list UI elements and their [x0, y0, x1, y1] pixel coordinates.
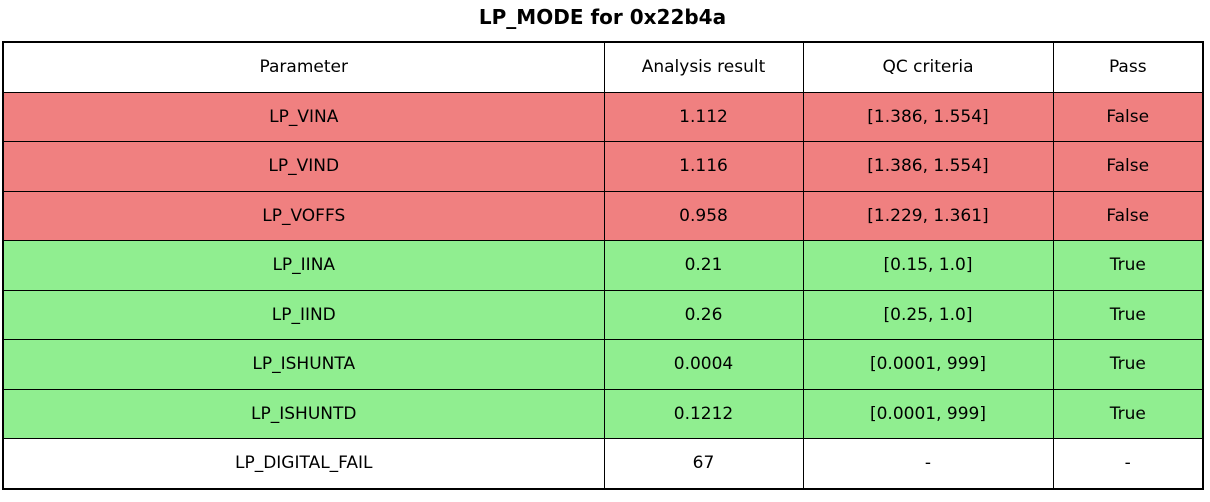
table-cell: 0.1212	[603, 388, 804, 439]
table-cell: [1.229, 1.361]	[802, 190, 1054, 241]
table-cell: LP_IINA	[2, 240, 605, 291]
table-cell: [0.15, 1.0]	[802, 240, 1054, 291]
table-cell: 0.0004	[603, 339, 804, 390]
table-cell: True	[1052, 289, 1204, 340]
table-cell: LP_VOFFS	[2, 190, 605, 241]
table-cell: [0.25, 1.0]	[802, 289, 1054, 340]
table-cell: LP_ISHUNTA	[2, 339, 605, 390]
table-row: LP_IINA 0.21 [0.15, 1.0] True	[2, 240, 1204, 291]
qc-table: Parameter Analysis result QC criteria Pa…	[2, 41, 1204, 490]
table-cell: -	[1052, 438, 1204, 489]
table-cell: [1.386, 1.554]	[802, 91, 1054, 142]
table-row: LP_VINA 1.112 [1.386, 1.554] False	[2, 91, 1204, 142]
chart-title: LP_MODE for 0x22b4a	[478, 5, 727, 29]
table-cell: LP_VINA	[2, 91, 605, 142]
table-cell: LP_IIND	[2, 289, 605, 340]
table-row: LP_ISHUNTD 0.1212 [0.0001, 999] True	[2, 388, 1204, 439]
table-cell: True	[1052, 339, 1204, 390]
table-cell: 1.116	[603, 141, 804, 192]
col-header-qc-criteria: QC criteria	[802, 41, 1054, 93]
table-cell: LP_VIND	[2, 141, 605, 192]
table-cell: [0.0001, 999]	[802, 339, 1054, 390]
table-cell: 0.21	[603, 240, 804, 291]
table-cell: [0.0001, 999]	[802, 388, 1054, 439]
table-cell: LP_ISHUNTD	[2, 388, 605, 439]
col-header-analysis-result: Analysis result	[603, 41, 804, 93]
table-cell: 0.958	[603, 190, 804, 241]
table-cell: False	[1052, 190, 1204, 241]
table-cell: 1.112	[603, 91, 804, 142]
table-cell: True	[1052, 240, 1204, 291]
table-cell: -	[802, 438, 1054, 489]
col-header-parameter: Parameter	[2, 41, 605, 93]
table-cell: [1.386, 1.554]	[802, 141, 1054, 192]
col-header-pass: Pass	[1052, 41, 1204, 93]
table-row: LP_VIND 1.116 [1.386, 1.554] False	[2, 141, 1204, 192]
table-row: LP_IIND 0.26 [0.25, 1.0] True	[2, 289, 1204, 340]
table-cell: True	[1052, 388, 1204, 439]
header-row: Parameter Analysis result QC criteria Pa…	[2, 41, 1204, 93]
table-cell: LP_DIGITAL_FAIL	[2, 438, 605, 489]
table-row: LP_VOFFS 0.958 [1.229, 1.361] False	[2, 190, 1204, 241]
table-body: LP_VINA 1.112 [1.386, 1.554] False LP_VIND 1.…	[2, 91, 1204, 489]
table-cell: False	[1052, 91, 1204, 142]
table-row: LP_DIGITAL_FAIL 67- -	[2, 438, 1204, 489]
table-cell: 0.26	[603, 289, 804, 340]
table-cell: False	[1052, 141, 1204, 192]
table-cell: 67	[603, 438, 804, 489]
table-row: LP_ISHUNTA 0.0004 [0.0001, 999] True	[2, 339, 1204, 390]
